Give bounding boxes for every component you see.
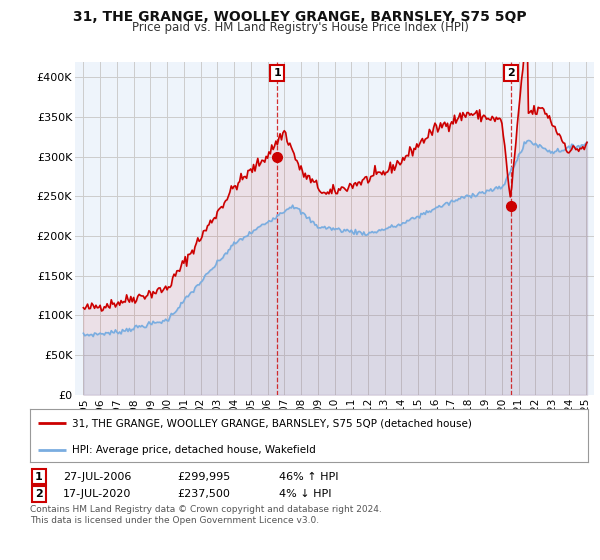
Text: 17-JUL-2020: 17-JUL-2020 bbox=[63, 489, 131, 499]
Text: 46% ↑ HPI: 46% ↑ HPI bbox=[279, 472, 338, 482]
Text: £299,995: £299,995 bbox=[177, 472, 230, 482]
Text: 27-JUL-2006: 27-JUL-2006 bbox=[63, 472, 131, 482]
Text: 1: 1 bbox=[273, 68, 281, 78]
Text: Contains HM Land Registry data © Crown copyright and database right 2024.
This d: Contains HM Land Registry data © Crown c… bbox=[30, 505, 382, 525]
Text: 2: 2 bbox=[507, 68, 515, 78]
Text: 2: 2 bbox=[35, 489, 43, 499]
Text: £237,500: £237,500 bbox=[177, 489, 230, 499]
Text: 31, THE GRANGE, WOOLLEY GRANGE, BARNSLEY, S75 5QP: 31, THE GRANGE, WOOLLEY GRANGE, BARNSLEY… bbox=[73, 10, 527, 24]
Text: 4% ↓ HPI: 4% ↓ HPI bbox=[279, 489, 331, 499]
Text: Price paid vs. HM Land Registry's House Price Index (HPI): Price paid vs. HM Land Registry's House … bbox=[131, 21, 469, 34]
Text: 1: 1 bbox=[35, 472, 43, 482]
Text: HPI: Average price, detached house, Wakefield: HPI: Average price, detached house, Wake… bbox=[72, 445, 316, 455]
Text: 31, THE GRANGE, WOOLLEY GRANGE, BARNSLEY, S75 5QP (detached house): 31, THE GRANGE, WOOLLEY GRANGE, BARNSLEY… bbox=[72, 418, 472, 428]
